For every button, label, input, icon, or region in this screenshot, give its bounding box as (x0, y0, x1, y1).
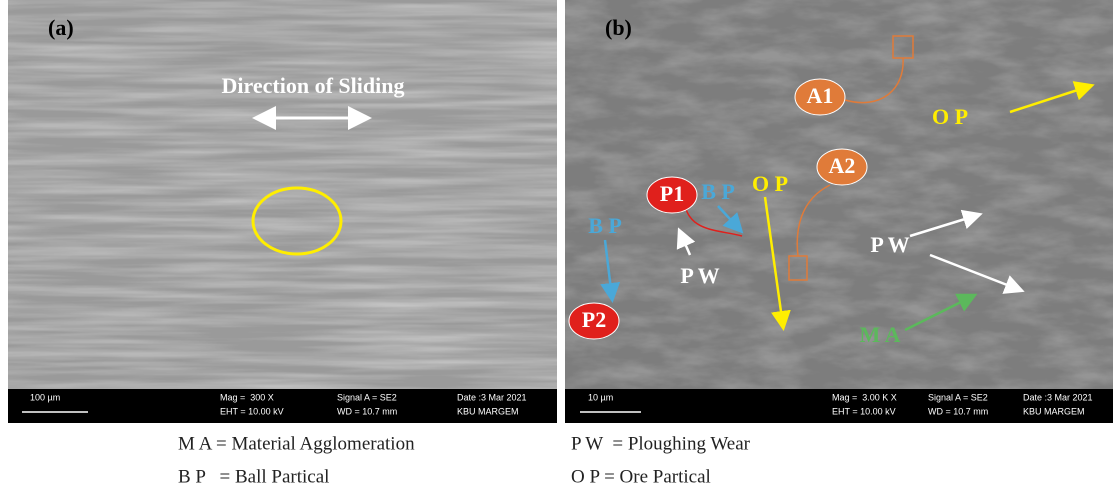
annotation: B P (588, 213, 622, 238)
annotation: O P (752, 171, 788, 196)
annotation: P W (870, 232, 909, 257)
annotation: B P (701, 179, 735, 204)
lab-name: KBU MARGEM (1023, 406, 1085, 416)
texture (8, 0, 557, 389)
wd: WD = 10.7 mm (337, 406, 397, 416)
annotation: P W (680, 263, 719, 288)
annotation: M A (860, 322, 901, 347)
page: {"panels": [ {"label": "(a)", "caption":… (0, 0, 1113, 491)
caption: Direction of Sliding (222, 73, 405, 98)
eht: EHT = 10.00 kV (832, 406, 896, 416)
panel-b (565, 0, 1113, 423)
lab-name: KBU MARGEM (457, 406, 519, 416)
legend-item: O P = Ore Partical (571, 466, 711, 487)
legend-item: M A = Material Agglomeration (178, 433, 415, 454)
date: Date :3 Mar 2021 (457, 392, 527, 402)
panel-a (8, 0, 557, 423)
signal: Signal A = SE2 (337, 392, 397, 402)
scale-label: 10 µm (588, 392, 613, 402)
mag: Mag = 300 X (220, 392, 274, 402)
annotation: P1 (660, 181, 684, 206)
annotation: P2 (582, 307, 606, 332)
eht: EHT = 10.00 kV (220, 406, 284, 416)
legend-item: P W = Ploughing Wear (571, 433, 751, 454)
annotation: A1 (807, 83, 834, 108)
wd: WD = 10.7 mm (928, 406, 988, 416)
figure: (a) Direction of Sliding 100 µm Mag = 300 X… (0, 0, 1113, 491)
scale-label: 100 µm (30, 392, 60, 402)
date: Date :3 Mar 2021 (1023, 392, 1093, 402)
panel-label: (a) (48, 15, 74, 40)
panel-label: (b) (605, 15, 632, 40)
annotation: A2 (829, 153, 856, 178)
annotation: O P (932, 104, 968, 129)
signal: Signal A = SE2 (928, 392, 988, 402)
mag: Mag = 3.00 K X (832, 392, 897, 402)
legend-item: B P = Ball Partical (178, 466, 329, 487)
